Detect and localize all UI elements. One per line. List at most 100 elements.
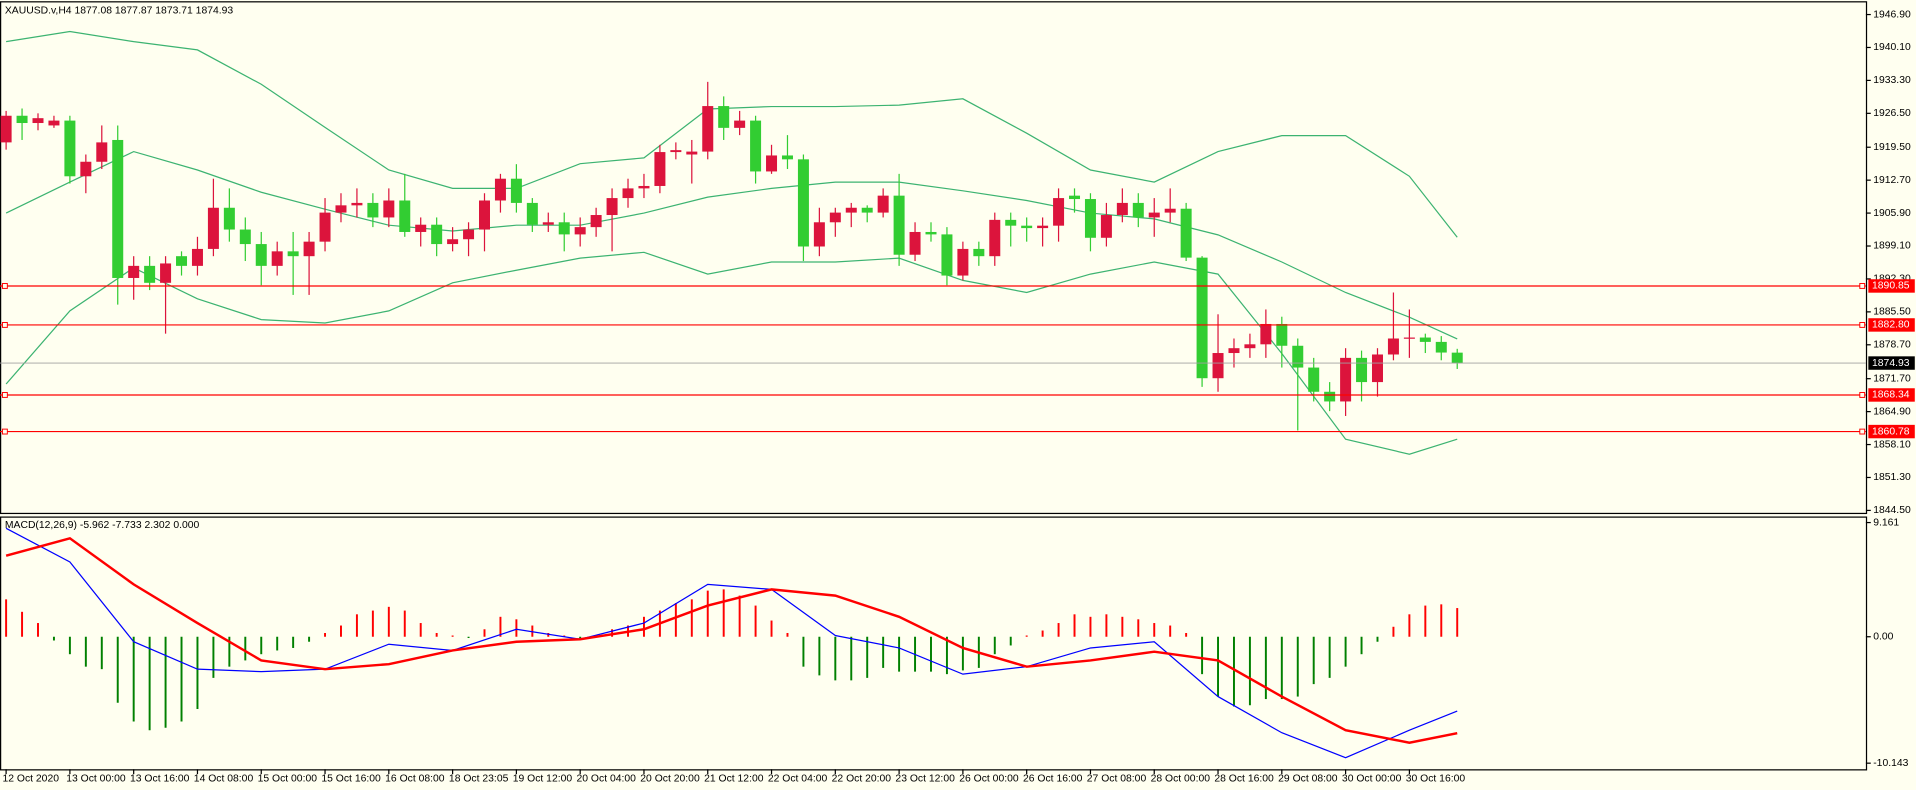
candle-body	[781, 155, 793, 160]
candle-body	[1180, 208, 1192, 258]
candle-body	[1451, 352, 1463, 364]
x-tick-label: 16 Oct 08:00	[385, 774, 445, 785]
candle-body	[463, 229, 475, 240]
candle-body	[1037, 225, 1049, 229]
plot-layer: 1946.90 1940.10 1933.30 1926.50 1919.50 1912.…	[0, 9, 1915, 785]
candle-body	[542, 222, 554, 225]
candle-body	[845, 207, 857, 213]
candle-body	[973, 248, 985, 257]
y-tick-label: 1885.50	[1873, 307, 1911, 318]
candle-body	[335, 205, 347, 213]
candle-body	[16, 115, 28, 124]
level-label: 1868.34	[1872, 390, 1910, 401]
level-anchor	[1, 322, 8, 328]
y-tick-label: 9.161	[1873, 517, 1899, 528]
candle-body	[526, 202, 538, 225]
candle-body	[766, 155, 778, 172]
candle-body	[558, 222, 570, 235]
candle-body	[925, 231, 937, 235]
y-tick-label: 1878.70	[1873, 340, 1911, 351]
candle-body	[1084, 199, 1096, 238]
candle-body	[797, 159, 809, 247]
candle-body	[606, 198, 618, 216]
candle-body	[48, 120, 60, 126]
candle-body	[479, 200, 490, 230]
y-tick-label: 1940.10	[1873, 42, 1911, 53]
x-tick-label: 28 Oct 16:00	[1214, 774, 1274, 785]
candle-body	[1244, 344, 1256, 349]
candle-body	[1356, 357, 1368, 383]
x-tick-label: 13 Oct 00:00	[66, 774, 126, 785]
candle-body	[431, 224, 443, 245]
x-tick-label: 14 Oct 08:00	[194, 774, 254, 785]
candle-body	[383, 200, 395, 218]
level-label-box	[1868, 279, 1915, 293]
candle-body	[686, 151, 698, 155]
current-price-box	[1868, 356, 1915, 370]
y-tick-label: 1871.70	[1873, 373, 1911, 384]
x-tick-label: 22 Oct 04:00	[768, 774, 828, 785]
candle-body	[494, 178, 506, 201]
candle-body	[1308, 367, 1320, 392]
current-price-label: 1874.93	[1872, 358, 1910, 369]
level-label: 1890.85	[1872, 281, 1910, 292]
level-label-box	[1868, 388, 1915, 402]
candle-body	[813, 222, 825, 247]
candle-body	[670, 150, 682, 153]
candle-body	[144, 265, 156, 283]
candle-body	[1116, 202, 1128, 216]
candle-body	[255, 244, 267, 266]
candle-body	[590, 215, 602, 228]
level-anchor	[1859, 392, 1866, 398]
candle-body	[1435, 341, 1447, 353]
candle-body	[1196, 257, 1208, 379]
candle-body	[989, 219, 1001, 257]
candle-body	[1164, 208, 1176, 213]
macd-title: MACD(12,26,9) -5.962 -7.733 2.302 0.000	[5, 520, 200, 531]
level-label: 1860.78	[1872, 426, 1910, 437]
x-tick-label: 28 Oct 00:00	[1151, 774, 1211, 785]
candle-body	[1387, 338, 1399, 355]
candle-body	[750, 120, 762, 172]
x-tick-label: 18 Oct 23:05	[449, 774, 509, 785]
y-tick-label: 1864.90	[1873, 406, 1911, 417]
candle-body	[1276, 323, 1288, 346]
candle-body	[718, 106, 730, 128]
x-tick-label: 27 Oct 08:00	[1087, 774, 1147, 785]
y-tick-label: 1858.10	[1873, 439, 1911, 450]
candle-body	[319, 212, 331, 242]
candle-body	[654, 152, 666, 186]
candle-body	[957, 248, 969, 276]
candle-body	[399, 200, 411, 232]
candle-body	[877, 195, 889, 213]
y-tick-label: 0.00	[1873, 631, 1893, 642]
candle-body	[239, 229, 251, 245]
candle-body	[207, 207, 219, 249]
x-tick-label: 21 Oct 12:00	[704, 774, 764, 785]
y-tick-label: 1892.30	[1873, 274, 1911, 285]
bollinger-upper	[6, 30, 1458, 238]
candle-body	[160, 263, 172, 283]
x-tick-label: 29 Oct 08:00	[1278, 774, 1338, 785]
y-tick-label: 1899.10	[1873, 241, 1911, 252]
candle-body	[1403, 337, 1415, 339]
candle-body	[112, 139, 124, 278]
candle-body	[191, 248, 203, 266]
level-anchor	[1, 428, 8, 435]
candle-body	[1148, 212, 1160, 218]
candle-body	[893, 195, 905, 255]
signal-line	[5, 536, 1458, 744]
y-tick-label: 1912.70	[1873, 175, 1911, 186]
y-tick-label: 1946.90	[1873, 9, 1911, 20]
x-tick-label: 22 Oct 20:00	[832, 774, 892, 785]
level-anchor	[1, 392, 8, 398]
y-tick-label: 1851.30	[1873, 472, 1911, 483]
candle-body	[622, 188, 634, 199]
candle-body	[1324, 391, 1336, 402]
candle-body	[64, 120, 76, 177]
candle-body	[303, 241, 315, 257]
y-tick-label: 1933.30	[1873, 75, 1911, 86]
y-tick-label: 1926.50	[1873, 108, 1911, 119]
